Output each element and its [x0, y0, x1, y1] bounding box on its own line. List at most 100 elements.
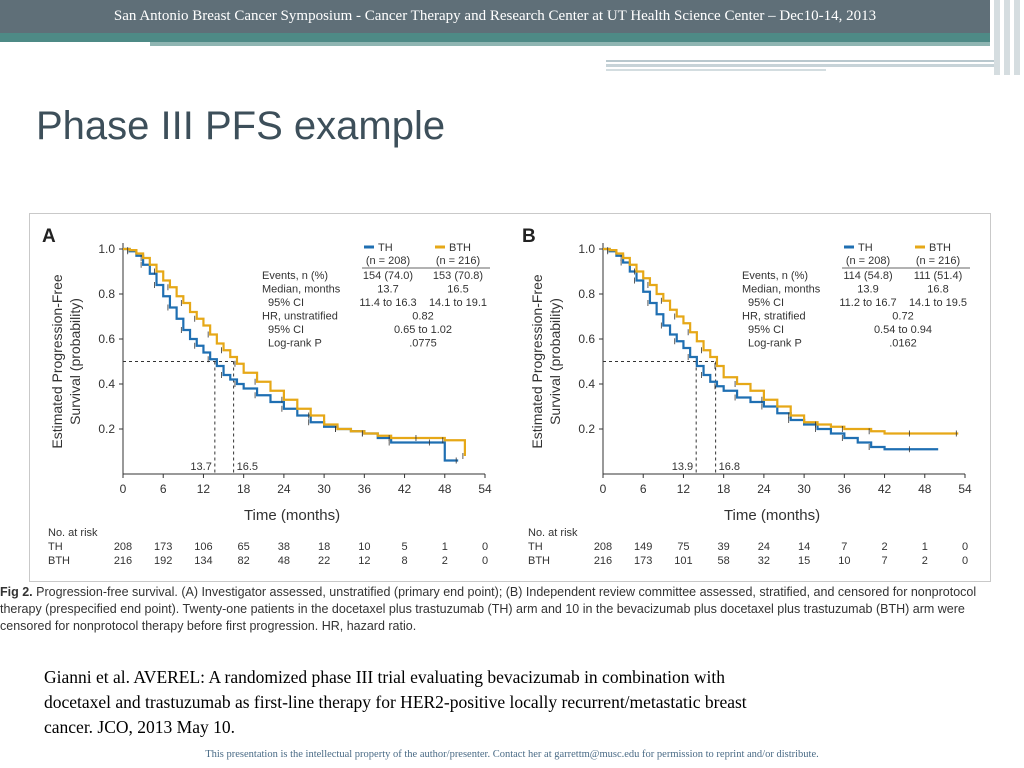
legend-label-th: TH [378, 242, 393, 254]
stats-value-bth: 153 (70.8) [433, 270, 483, 282]
at-risk-value-th: 0 [482, 541, 488, 553]
legend-n-th: (n = 208) [366, 255, 410, 267]
header-banner: San Antonio Breast Cancer Symposium - Ca… [0, 0, 990, 33]
median-label-bth: 16.8 [719, 461, 740, 473]
y-axis-label: Estimated Progression-Free [49, 274, 65, 449]
decor-stripe [606, 64, 996, 67]
at-risk-value-bth: 22 [318, 555, 330, 567]
legend-label-bth: BTH [449, 242, 471, 254]
legend-label-th: TH [858, 242, 873, 254]
at-risk-value-th: 2 [881, 541, 887, 553]
at-risk-value-bth: 0 [482, 555, 488, 567]
at-risk-value-th: 75 [677, 541, 689, 553]
at-risk-value-bth: 58 [718, 555, 730, 567]
x-tick-label: 18 [717, 482, 731, 496]
median-label-bth: 16.5 [237, 461, 258, 473]
stats-value-bth: 111 (51.4) [914, 270, 963, 282]
stats-value-bth: 14.1 to 19.5 [909, 297, 967, 309]
footer-notice: This presentation is the intellectual pr… [205, 749, 819, 760]
at-risk-value-bth: 12 [358, 555, 370, 567]
stats-value: .0162 [889, 338, 917, 350]
at-risk-value-th: 0 [962, 541, 968, 553]
stats-label: Median, months [262, 284, 341, 296]
x-tick-label: 12 [677, 482, 691, 496]
at-risk-value-bth: 173 [634, 555, 652, 567]
caption-prefix: Fig 2. [0, 585, 33, 599]
stats-label: Log-rank P [268, 338, 322, 350]
stats-value-bth: 16.8 [927, 284, 948, 296]
y-tick-label: 0.4 [98, 377, 115, 391]
at-risk-value-th: 208 [114, 541, 132, 553]
at-risk-value-th: 1 [442, 541, 448, 553]
at-risk-value-bth: 7 [881, 555, 887, 567]
at-risk-value-th: 1 [922, 541, 928, 553]
at-risk-value-th: 106 [194, 541, 212, 553]
x-tick-label: 30 [797, 482, 811, 496]
panel-label: B [522, 226, 536, 247]
stats-label: Events, n (%) [742, 270, 808, 282]
x-tick-label: 24 [277, 482, 291, 496]
at-risk-label-th: TH [528, 541, 543, 553]
stats-value-bth: 14.1 to 19.1 [429, 297, 487, 309]
at-risk-value-th: 38 [278, 541, 290, 553]
x-tick-label: 54 [478, 482, 492, 496]
stats-value: 0.65 to 1.02 [394, 324, 452, 336]
x-tick-label: 0 [120, 482, 127, 496]
x-tick-label: 36 [838, 482, 852, 496]
figure-frame: A Estimated Progression-Free Survival (pro… [29, 213, 991, 582]
at-risk-value-th: 149 [634, 541, 652, 553]
y-tick-label: 0.6 [98, 332, 115, 346]
stats-label: Log-rank P [748, 338, 802, 350]
legend-n-bth: (n = 216) [916, 255, 960, 267]
stats-label: 95% CI [748, 324, 784, 336]
at-risk-value-bth: 2 [442, 555, 448, 567]
decor-vbar [994, 0, 1000, 75]
x-tick-label: 0 [600, 482, 607, 496]
figure-caption: Fig 2. Progression-free survival. (A) In… [0, 584, 992, 635]
stats-value: 0.54 to 0.94 [874, 324, 932, 336]
at-risk-title: No. at risk [528, 527, 578, 539]
stats-label: Median, months [742, 284, 821, 296]
y-tick-label: 1.0 [578, 242, 595, 256]
y-tick-label: 0.4 [578, 377, 595, 391]
at-risk-value-bth: 8 [401, 555, 407, 567]
decor-stripe [606, 60, 996, 62]
at-risk-label-bth: BTH [48, 555, 70, 567]
at-risk-label-th: TH [48, 541, 63, 553]
accent-bar-light [150, 42, 990, 46]
at-risk-value-bth: 0 [962, 555, 968, 567]
x-tick-label: 12 [197, 482, 211, 496]
stats-value: 0.72 [892, 311, 913, 323]
x-tick-label: 42 [398, 482, 412, 496]
y-axis-label: Estimated Progression-Free [529, 274, 545, 449]
x-tick-label: 48 [918, 482, 932, 496]
x-tick-label: 30 [317, 482, 331, 496]
at-risk-value-bth: 101 [674, 555, 692, 567]
at-risk-value-bth: 15 [798, 555, 810, 567]
decor-vbar [1004, 0, 1010, 75]
stats-value-th: 13.7 [377, 284, 398, 296]
x-tick-label: 36 [358, 482, 372, 496]
at-risk-label-bth: BTH [528, 555, 550, 567]
at-risk-value-th: 7 [841, 541, 847, 553]
at-risk-value-bth: 216 [114, 555, 132, 567]
y-tick-label: 0.8 [98, 287, 115, 301]
x-tick-label: 48 [438, 482, 452, 496]
at-risk-value-th: 208 [594, 541, 612, 553]
at-risk-value-th: 24 [758, 541, 770, 553]
y-axis-label: Survival (probability) [67, 298, 83, 425]
citation: Gianni et al. AVEREL: A randomized phase… [44, 667, 747, 737]
panel-label: A [42, 226, 56, 247]
at-risk-value-bth: 192 [154, 555, 172, 567]
km-curve-bth [603, 247, 959, 435]
at-risk-value-th: 14 [798, 541, 810, 553]
at-risk-value-th: 65 [238, 541, 250, 553]
x-axis-label: Time (months) [724, 507, 820, 524]
at-risk-value-th: 173 [154, 541, 172, 553]
x-axis-label: Time (months) [244, 507, 340, 524]
x-tick-label: 6 [640, 482, 647, 496]
at-risk-value-bth: 10 [838, 555, 850, 567]
y-tick-label: 1.0 [98, 242, 115, 256]
at-risk-value-bth: 48 [278, 555, 290, 567]
